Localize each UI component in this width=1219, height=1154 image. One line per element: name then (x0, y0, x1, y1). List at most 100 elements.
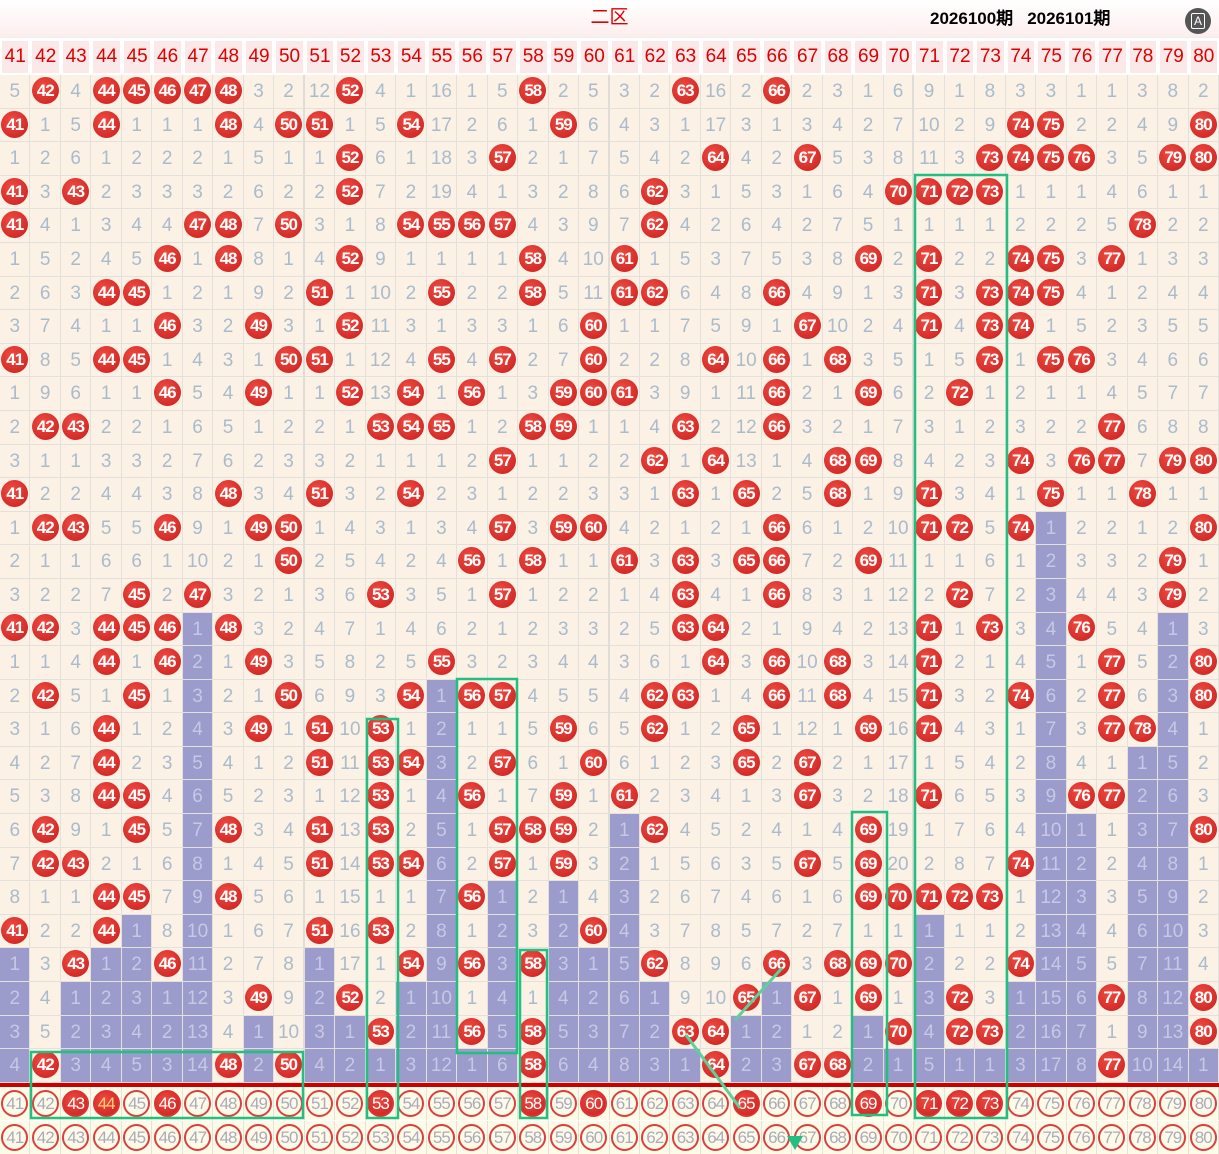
draw-cell[interactable]: 66 (761, 1121, 793, 1154)
empty-ball[interactable]: 62 (641, 1124, 669, 1151)
empty-ball[interactable]: 47 (184, 1124, 212, 1151)
number-ball: 55 (427, 211, 455, 239)
draw-cell[interactable]: 70 (883, 1121, 915, 1154)
draw-cell[interactable]: 79 (1158, 1121, 1189, 1154)
omission-cell: 19 (883, 814, 915, 848)
draw-cell[interactable]: 52 (335, 1121, 366, 1154)
empty-ball[interactable]: 46 (153, 1124, 181, 1151)
omission-cell: 6 (731, 209, 762, 243)
empty-ball[interactable]: 80 (1189, 1124, 1217, 1151)
draw-cell[interactable]: 80 (1188, 1121, 1219, 1154)
draw-cell[interactable]: 74 (1005, 1121, 1037, 1154)
draw-cell[interactable]: 72 (944, 1121, 976, 1154)
omission-cell: 3 (0, 1015, 31, 1050)
draw-cell[interactable]: 60 (579, 1121, 610, 1154)
draw-cell[interactable]: 44 (91, 1121, 122, 1154)
number-ball: 42 (31, 76, 59, 104)
draw-cell[interactable]: 63 (670, 1121, 701, 1154)
draw-cell[interactable]: 58 (518, 1121, 549, 1154)
empty-ball[interactable]: 45 (123, 1124, 151, 1151)
empty-ball[interactable]: 50 (275, 1124, 303, 1151)
draw-cell[interactable]: 78 (1127, 1121, 1159, 1154)
empty-ball[interactable]: 57 (488, 1124, 516, 1151)
draw-cell[interactable]: 67 (792, 1121, 823, 1154)
empty-ball[interactable]: 72 (945, 1124, 973, 1151)
empty-ball[interactable]: 59 (549, 1124, 577, 1151)
empty-ball[interactable]: 52 (336, 1124, 364, 1151)
empty-ball[interactable]: 69 (854, 1124, 882, 1151)
empty-ball[interactable]: 43 (62, 1124, 90, 1151)
draw-cell[interactable]: 57 (487, 1121, 519, 1154)
empty-ball[interactable]: 48 (214, 1124, 242, 1151)
empty-ball[interactable]: 49 (245, 1124, 273, 1151)
draw-cell[interactable]: 68 (822, 1121, 854, 1154)
empty-ball[interactable]: 61 (610, 1124, 638, 1151)
draw-cell[interactable]: 46 (152, 1121, 183, 1154)
empty-ball[interactable]: 73 (976, 1124, 1004, 1151)
empty-ball[interactable]: 42 (31, 1124, 59, 1151)
empty-ball[interactable]: 74 (1006, 1124, 1034, 1151)
draw-cell[interactable]: 56 (457, 1121, 488, 1154)
draw-cell[interactable]: 51 (304, 1121, 336, 1154)
empty-ball[interactable]: 77 (1098, 1124, 1126, 1151)
draw-cell[interactable]: 42 (30, 1121, 61, 1154)
omission-cell: 2 (274, 75, 305, 109)
empty-ball[interactable]: 70 (885, 1124, 912, 1151)
empty-ball[interactable]: 53 (366, 1124, 394, 1151)
draw-cell[interactable]: 64 (700, 1121, 732, 1154)
empty-ball[interactable]: 63 (671, 1124, 699, 1151)
empty-ball[interactable]: 51 (305, 1124, 333, 1151)
draw-cell[interactable]: 69 (853, 1121, 884, 1154)
empty-ball[interactable]: 76 (1067, 1124, 1095, 1151)
omission-cell: 4 (457, 511, 488, 546)
draw-cell[interactable]: 77 (1097, 1121, 1128, 1154)
draw-cell: 45 (121, 1087, 153, 1120)
omission-cell: 5 (914, 1049, 945, 1083)
draw-cell[interactable]: 47 (182, 1121, 214, 1154)
empty-ball[interactable]: 66 (763, 1124, 791, 1151)
draw-cell: 44 (91, 1087, 122, 1120)
draw-cell[interactable]: 61 (609, 1121, 640, 1154)
draw-cell[interactable]: 50 (274, 1121, 305, 1154)
omission-cell: 2 (1066, 108, 1098, 143)
draw-cell[interactable]: 65 (731, 1121, 762, 1154)
draw-cell[interactable]: 41 (0, 1121, 31, 1154)
empty-ball[interactable]: 44 (92, 1124, 120, 1151)
draw-cell[interactable]: 53 (365, 1121, 397, 1154)
empty-ball[interactable]: 68 (824, 1124, 852, 1151)
hit-ball: 79 (1158, 444, 1189, 479)
empty-ball[interactable]: 56 (458, 1124, 486, 1151)
draw-cell[interactable]: 55 (426, 1121, 458, 1154)
draw-cell[interactable]: 75 (1036, 1121, 1067, 1154)
hit-ball: 54 (396, 948, 427, 983)
empty-ball[interactable]: 60 (580, 1124, 608, 1151)
draw-cell[interactable]: 49 (243, 1121, 275, 1154)
draw-cell[interactable]: 59 (548, 1121, 580, 1154)
draw-cell[interactable]: 71 (914, 1121, 945, 1154)
translate-icon[interactable]: A (1185, 8, 1211, 34)
draw-cell[interactable]: 73 (975, 1121, 1006, 1154)
empty-ball[interactable]: 67 (793, 1124, 821, 1151)
empty-ball[interactable]: 75 (1037, 1124, 1065, 1151)
draw-cell[interactable]: 45 (121, 1121, 153, 1154)
draw-cell[interactable]: 43 (60, 1121, 92, 1154)
omission-cell: 11 (1036, 847, 1067, 882)
omission-cell: 4 (975, 478, 1006, 512)
empty-ball[interactable]: 41 (1, 1124, 29, 1151)
omission-cell: 3 (304, 578, 336, 613)
empty-ball[interactable]: 78 (1128, 1124, 1156, 1151)
empty-ball[interactable]: 64 (702, 1124, 730, 1151)
empty-ball[interactable]: 79 (1159, 1124, 1187, 1151)
empty-ball[interactable]: 65 (732, 1124, 760, 1151)
omission-cell: 10 (426, 982, 458, 1016)
empty-ball[interactable]: 71 (915, 1124, 943, 1151)
number-ball: 46 (153, 244, 181, 272)
empty-ball[interactable]: 55 (427, 1124, 455, 1151)
draw-cell[interactable]: 54 (396, 1121, 427, 1154)
empty-ball[interactable]: 54 (397, 1124, 425, 1151)
draw-cell[interactable]: 48 (213, 1121, 244, 1154)
draw-cell[interactable]: 62 (639, 1121, 671, 1154)
number-ball: 61 (610, 379, 638, 407)
draw-cell[interactable]: 76 (1066, 1121, 1098, 1154)
empty-ball[interactable]: 58 (519, 1124, 547, 1151)
